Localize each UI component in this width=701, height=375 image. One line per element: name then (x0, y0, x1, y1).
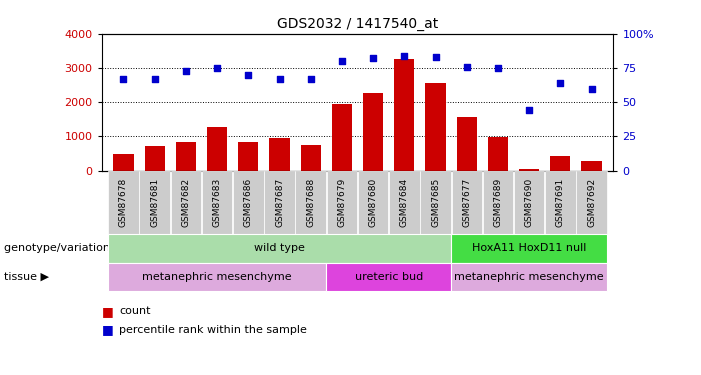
Text: GSM87681: GSM87681 (150, 178, 159, 227)
Text: GSM87688: GSM87688 (306, 178, 315, 227)
Text: GSM87690: GSM87690 (524, 178, 533, 227)
Text: GSM87689: GSM87689 (494, 178, 503, 227)
Point (524, 107, 535, 113)
Bar (332, 104, 352, 171)
Point (274, 76, 285, 82)
Text: wild type: wild type (254, 243, 305, 254)
Bar (426, 82, 446, 171)
Bar (519, 169, 539, 171)
Bar (144, 146, 165, 171)
Point (212, 65, 223, 71)
Text: count: count (119, 306, 151, 316)
Text: ■: ■ (102, 324, 117, 336)
Point (305, 76, 316, 82)
Text: GSM87683: GSM87683 (212, 178, 222, 227)
Text: GSM87686: GSM87686 (244, 178, 253, 227)
Text: HoxA11 HoxD11 null: HoxA11 HoxD11 null (472, 243, 586, 254)
Text: ureteric bud: ureteric bud (355, 272, 423, 282)
Text: metanephric mesenchyme: metanephric mesenchyme (142, 272, 292, 282)
Bar (394, 59, 414, 171)
Text: GSM87682: GSM87682 (182, 178, 191, 227)
Text: GSM87680: GSM87680 (369, 178, 378, 227)
Point (180, 68, 191, 74)
Bar (550, 156, 571, 171)
Point (586, 86, 597, 92)
Bar (456, 117, 477, 171)
Point (118, 76, 129, 82)
Point (367, 56, 379, 62)
Text: ■: ■ (102, 305, 117, 318)
Point (149, 76, 161, 82)
Point (554, 80, 566, 86)
Text: genotype/variation ▶: genotype/variation ▶ (4, 243, 121, 254)
Text: GSM87684: GSM87684 (400, 178, 409, 227)
Point (492, 65, 503, 71)
Text: GSM87692: GSM87692 (587, 178, 596, 227)
Bar (269, 138, 290, 171)
Text: GSM87687: GSM87687 (275, 178, 284, 227)
Bar (363, 93, 383, 171)
Point (243, 72, 254, 78)
Point (461, 64, 472, 70)
Text: percentile rank within the sample: percentile rank within the sample (119, 325, 307, 335)
Point (336, 58, 348, 64)
Title: GDS2032 / 1417540_at: GDS2032 / 1417540_at (277, 17, 438, 32)
Point (399, 53, 410, 58)
Bar (114, 153, 134, 171)
Text: GSM87678: GSM87678 (119, 178, 128, 227)
Bar (581, 161, 601, 171)
Bar (176, 141, 196, 171)
Bar (301, 145, 321, 171)
Bar (488, 137, 508, 171)
Point (430, 54, 441, 60)
Text: tissue ▶: tissue ▶ (4, 272, 48, 282)
Text: metanephric mesenchyme: metanephric mesenchyme (454, 272, 604, 282)
Text: GSM87685: GSM87685 (431, 178, 440, 227)
Text: GSM87691: GSM87691 (556, 178, 565, 227)
Bar (207, 127, 227, 171)
Bar (238, 142, 259, 171)
Text: GSM87679: GSM87679 (337, 178, 346, 227)
Text: GSM87677: GSM87677 (462, 178, 471, 227)
